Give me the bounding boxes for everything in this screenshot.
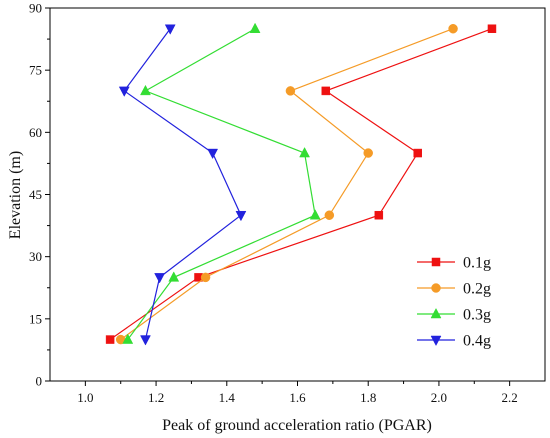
- x-tick-label: 2.0: [431, 390, 447, 405]
- data-point: [207, 148, 219, 160]
- series-0.4g: [118, 24, 247, 346]
- data-point: [154, 273, 166, 284]
- y-tick-label: 30: [29, 249, 42, 264]
- y-tick-label: 45: [29, 187, 42, 202]
- data-point: [118, 86, 130, 97]
- data-point: [285, 86, 296, 96]
- series-0.1g: [105, 24, 497, 344]
- legend-marker: [431, 283, 441, 293]
- legend-item: 0.1g: [417, 255, 491, 272]
- legend-marker: [431, 257, 441, 267]
- legend-marker: [430, 307, 442, 319]
- series-line: [109, 28, 493, 341]
- data-point: [122, 333, 134, 344]
- series-0.2g: [115, 23, 458, 345]
- series-line: [123, 28, 242, 340]
- legend-label: 0.4g: [463, 333, 491, 350]
- legend-item: 0.3g: [417, 307, 491, 324]
- x-tick-label: 1.8: [360, 390, 376, 405]
- series-0.3g: [122, 22, 321, 344]
- legend-label: 0.1g: [463, 255, 491, 272]
- y-tick-label: 15: [29, 311, 42, 326]
- data-point: [168, 271, 180, 282]
- x-axis-title: Peak of ground acceleration ratio (PGAR): [162, 417, 432, 434]
- x-tick-label: 1.4: [219, 390, 236, 405]
- y-tick-label: 0: [36, 374, 43, 389]
- data-point: [249, 22, 261, 33]
- legend: 0.1g 0.2g 0.3g 0.4g: [417, 255, 491, 350]
- x-tick-label: 1.2: [148, 390, 164, 405]
- data-point: [309, 209, 321, 220]
- series-layer: [105, 22, 497, 346]
- x-tick-label: 2.2: [502, 390, 518, 405]
- data-point: [200, 272, 211, 283]
- legend-label: 0.3g: [463, 307, 491, 324]
- data-point: [487, 24, 497, 33]
- data-point: [140, 84, 151, 96]
- series-line: [127, 28, 316, 340]
- y-axis: 0 15 30 45 60 75 90: [29, 1, 50, 389]
- data-point: [235, 210, 247, 222]
- data-point: [321, 86, 331, 96]
- legend-item: 0.2g: [417, 281, 491, 298]
- x-tick-label: 1.0: [77, 390, 93, 405]
- data-point: [140, 335, 151, 346]
- data-point: [374, 210, 384, 220]
- legend-marker: [430, 335, 442, 347]
- data-point: [299, 147, 310, 158]
- y-tick-label: 60: [29, 125, 42, 140]
- data-point: [105, 335, 115, 344]
- legend-label: 0.2g: [463, 281, 491, 298]
- data-point: [413, 148, 422, 158]
- x-tick-label: 1.6: [289, 390, 306, 405]
- plot-frame: [49, 7, 546, 382]
- y-tick-label: 75: [29, 63, 42, 78]
- data-point: [363, 148, 373, 158]
- data-point: [448, 23, 458, 34]
- series-line: [120, 28, 454, 341]
- data-point: [164, 24, 176, 35]
- legend-item: 0.4g: [417, 333, 491, 350]
- x-axis: 1.0 1.2 1.4 1.6 1.8 2.0 2.2: [77, 381, 518, 405]
- y-axis-title: Elevation (m): [7, 151, 24, 239]
- data-point: [324, 210, 335, 220]
- y-tick-label: 90: [29, 1, 42, 16]
